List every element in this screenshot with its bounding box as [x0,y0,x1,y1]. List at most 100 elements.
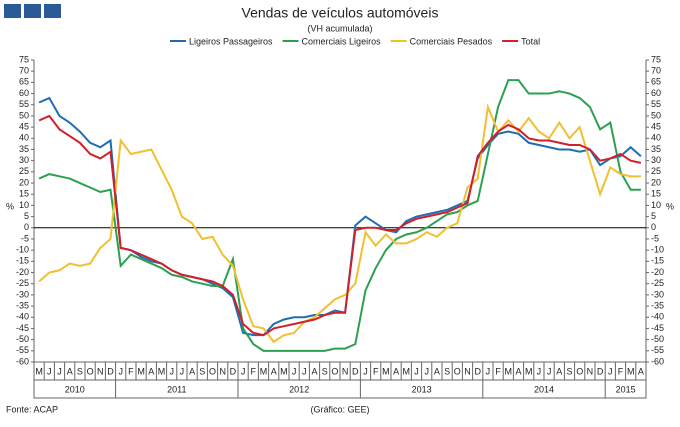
x-tick-label: J [302,366,307,376]
y-tick-label: 60 [19,88,29,98]
y-tick-label: -35 [16,300,29,310]
chart-subtitle: (VH acumulada) [307,23,372,33]
x-tick-label: M [260,366,268,376]
y-tick-label: 10 [19,200,29,210]
x-tick-label: A [638,366,644,376]
x-tick-label: J [486,366,491,376]
x-tick-label: A [393,366,399,376]
x-tick-label: O [454,366,461,376]
y2-tick-label: -10 [651,245,664,255]
credit: (Gráfico: GEE) [310,404,369,414]
x-tick-label: S [566,366,572,376]
x-tick-label: J [537,366,542,376]
y-tick-label: -40 [16,312,29,322]
x-tick-label: O [576,366,583,376]
x-tick-label: N [587,366,594,376]
legend-label: Comerciais Ligeiros [302,36,382,46]
y-tick-label: 70 [19,66,29,76]
y-tick-label: -20 [16,267,29,277]
x-tick-label: M [137,366,145,376]
legend-label: Total [521,36,540,46]
x-tick-label: M [158,366,166,376]
x-tick-label: A [434,366,440,376]
y-tick-label: 30 [19,155,29,165]
x-tick-label: S [322,366,328,376]
x-tick-label: J [118,366,123,376]
y-tick-label: 50 [19,110,29,120]
x-tick-label: S [199,366,205,376]
y-axis-label: % [6,201,14,211]
x-tick-label: J [47,366,52,376]
series-line [38,96,642,337]
y2-tick-label: 75 [651,54,661,64]
x-tick-label: O [87,366,94,376]
y-tick-label: 25 [19,166,29,176]
x-tick-label: J [608,366,613,376]
y2-tick-label: 45 [651,121,661,131]
x-tick-label: O [209,366,216,376]
y2-tick-label: 40 [651,133,661,143]
y2-tick-label: 0 [651,222,656,232]
x-tick-label: A [67,366,73,376]
y-tick-label: 35 [19,144,29,154]
x-tick-label: M [403,366,411,376]
y2-tick-label: 25 [651,166,661,176]
y2-tick-label: -20 [651,267,664,277]
x-tick-label: N [464,366,471,376]
x-tick-label: A [556,366,562,376]
y-tick-label: 65 [19,77,29,87]
y-tick-label: 15 [19,189,29,199]
x-tick-label: D [107,366,114,376]
y2-tick-label: 30 [651,155,661,165]
y2-tick-label: 65 [651,77,661,87]
y-tick-label: -5 [21,233,29,243]
x-tick-label: J [363,366,368,376]
y2-tick-label: 70 [651,66,661,76]
y-tick-label: 55 [19,99,29,109]
series-line [38,79,641,352]
y-tick-label: -15 [16,256,29,266]
y2-tick-label: -45 [651,323,664,333]
x-group-label: 2014 [534,384,554,394]
y2-tick-label: -5 [651,233,659,243]
y2-tick-label: -50 [651,334,664,344]
y2-tick-label: 35 [651,144,661,154]
x-tick-label: F [618,366,624,376]
y2-tick-label: -40 [651,312,664,322]
y-tick-label: -10 [16,245,29,255]
x-tick-label: J [292,366,297,376]
x-tick-label: O [331,366,338,376]
y-tick-label: -55 [16,345,29,355]
x-tick-label: M [627,366,635,376]
y2-tick-label: 60 [651,88,661,98]
y-tick-label: 20 [19,177,29,187]
x-group-label: 2013 [412,384,432,394]
x-tick-label: N [97,366,104,376]
x-tick-label: S [77,366,83,376]
x-tick-label: F [128,366,134,376]
x-group-label: 2010 [65,384,85,394]
x-tick-label: N [342,366,349,376]
y-tick-label: 45 [19,121,29,131]
x-group-label: 2011 [167,384,186,394]
x-tick-label: D [474,366,481,376]
y2-tick-label: 5 [651,211,656,221]
series-line [38,114,642,337]
y2-tick-label: -35 [651,300,664,310]
x-tick-label: J [241,366,246,376]
x-tick-label: A [515,366,521,376]
x-tick-label: J [547,366,552,376]
x-tick-label: F [373,366,379,376]
y2-tick-label: 15 [651,189,661,199]
y2-tick-label: -30 [651,289,664,299]
y-tick-label: -50 [16,334,29,344]
x-tick-label: M [505,366,513,376]
x-tick-label: F [251,366,257,376]
y-tick-label: 75 [19,54,29,64]
x-tick-label: F [495,366,501,376]
x-tick-label: A [311,366,317,376]
y-tick-label: -45 [16,323,29,333]
chart-title: Vendas de veículos automóveis [242,5,439,21]
x-tick-label: M [525,366,533,376]
y-tick-label: -25 [16,278,29,288]
